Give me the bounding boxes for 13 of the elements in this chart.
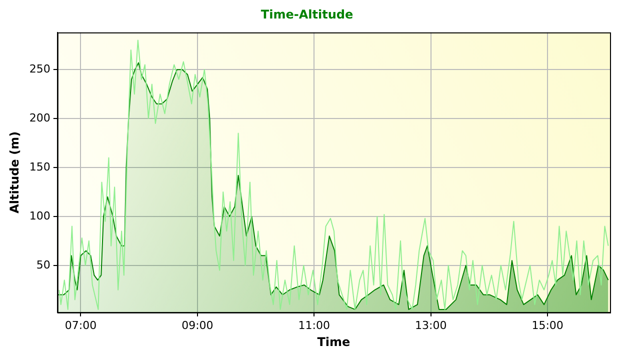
- x-tick-label: 07:00: [64, 318, 97, 332]
- y-tick-label: 50: [36, 258, 50, 272]
- chart-title: Time-Altitude: [260, 7, 354, 22]
- x-tick-label: 11:00: [298, 318, 330, 332]
- y-tick-label: 250: [29, 62, 50, 76]
- x-tick-label: 15:00: [532, 318, 564, 332]
- x-tick-label: 09:00: [182, 318, 214, 332]
- y-tick-label: 100: [29, 209, 50, 222]
- x-axis-title: Time: [317, 334, 350, 349]
- y-tick-label: 150: [29, 160, 50, 174]
- y-axis-title: Altitude (m): [7, 131, 22, 214]
- x-tick-label: 13:00: [415, 318, 447, 332]
- y-tick-label: 200: [29, 111, 50, 124]
